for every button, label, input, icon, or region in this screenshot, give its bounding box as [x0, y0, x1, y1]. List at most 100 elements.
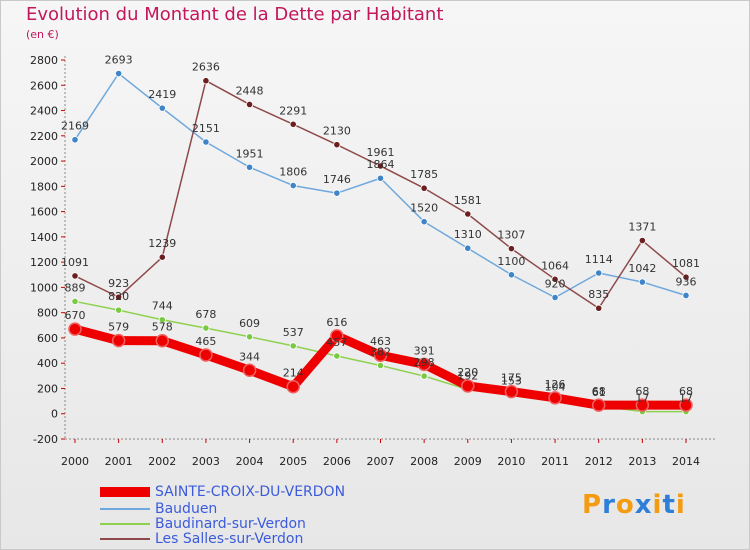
data-label: 670 [65, 309, 86, 322]
y-tick-label: 2600 [30, 79, 58, 92]
x-tick-label: 2011 [541, 455, 569, 468]
data-point [591, 398, 606, 412]
data-point [373, 348, 388, 362]
x-tick-label: 2009 [454, 455, 482, 468]
data-label: 61 [592, 386, 606, 399]
data-label: 463 [370, 335, 391, 348]
y-tick-label: 0 [51, 408, 58, 421]
logo-letter: r [602, 490, 616, 520]
y-tick-label: 2200 [30, 130, 58, 143]
y-tick-label: 1600 [30, 206, 58, 219]
data-point [504, 384, 519, 399]
data-point [333, 141, 341, 149]
y-tick-label: 1800 [30, 180, 58, 193]
data-label: 1100 [497, 255, 525, 268]
x-tick-label: 2008 [410, 455, 438, 468]
data-point [111, 333, 126, 348]
data-point [158, 104, 166, 112]
series-line-3 [74, 79, 687, 309]
data-point [286, 379, 300, 394]
data-point [245, 100, 254, 109]
data-label: 579 [108, 321, 129, 334]
chart-axes: -200 0 200 400 600 800 1000 1200 1400 1600 1800 200… [30, 54, 716, 468]
data-label: 1864 [367, 158, 395, 171]
data-label: 1806 [279, 166, 307, 179]
x-tick-label: 2001 [105, 455, 133, 468]
data-point [289, 181, 297, 190]
x-tick-label: 2013 [628, 455, 656, 468]
legend-label-baudinard: Baudinard-sur-Verdon [155, 516, 306, 532]
data-label: 104 [545, 381, 566, 394]
data-label: 391 [414, 344, 435, 357]
data-point [595, 304, 603, 312]
data-label: 609 [239, 317, 260, 330]
data-label: 382 [370, 345, 391, 358]
y-tick-label: 1000 [30, 281, 58, 294]
data-label: 192 [457, 369, 478, 382]
legend-label-les-salles: Les Salles-sur-Verdon [155, 531, 304, 547]
data-point [420, 372, 428, 380]
data-label: 1785 [410, 168, 438, 181]
data-point [682, 273, 690, 281]
data-label: 1042 [628, 262, 656, 275]
data-point [682, 291, 690, 300]
data-point [507, 271, 516, 279]
data-label: 889 [65, 281, 86, 294]
logo-letter: i [652, 490, 663, 520]
legend-label-sainte-croix: SAINTE-CROIX-DU-VERDON [155, 484, 346, 500]
data-point [71, 136, 79, 144]
logo-letter: P [582, 490, 603, 520]
x-tick-label: 2010 [497, 455, 525, 468]
unit-label: (en €) [26, 28, 59, 41]
data-label: 820 [108, 290, 129, 303]
data-point [71, 272, 79, 280]
data-point [461, 379, 475, 393]
data-label: 1307 [497, 229, 525, 242]
data-label: 68 [635, 385, 649, 398]
data-label: 923 [108, 277, 129, 290]
logo-letter: x [634, 490, 653, 520]
data-point [333, 352, 341, 360]
data-point [158, 253, 166, 261]
legend-item-bauduen: Bauduen [100, 501, 400, 517]
data-label: 1581 [454, 194, 482, 207]
y-tick-label: 600 [37, 332, 58, 345]
series-layer [68, 69, 693, 416]
legend-swatch-les-salles [100, 538, 150, 540]
data-label: 2291 [279, 104, 307, 117]
data-label: 1114 [585, 253, 613, 266]
data-label: 68 [679, 385, 693, 398]
data-point [638, 236, 646, 245]
data-label: 214 [283, 367, 304, 380]
data-point [115, 69, 123, 78]
data-label: 2419 [148, 88, 176, 101]
data-point [464, 210, 472, 218]
data-point [551, 293, 559, 302]
data-label: 1371 [628, 221, 656, 234]
data-label: 578 [152, 321, 173, 334]
data-point [551, 275, 559, 283]
data-label: 936 [676, 275, 697, 288]
y-tick-label: 400 [37, 357, 58, 370]
data-point [635, 398, 650, 412]
logo-letter: t [662, 490, 676, 520]
x-tick-label: 2012 [585, 455, 613, 468]
data-label: 1310 [454, 228, 482, 241]
data-point [376, 162, 385, 170]
data-label: 616 [326, 316, 347, 329]
data-point [638, 278, 646, 286]
logo-letter: i [675, 490, 686, 520]
data-label: 1091 [61, 256, 89, 269]
data-point [245, 333, 254, 341]
data-point [507, 245, 516, 253]
data-point [420, 218, 428, 226]
data-label: 2636 [192, 61, 220, 74]
y-tick-label: 2400 [30, 105, 58, 118]
data-point [376, 174, 385, 182]
data-point [595, 269, 603, 277]
data-point [202, 77, 210, 85]
logo-letter: o [615, 490, 635, 520]
data-point [289, 120, 297, 128]
